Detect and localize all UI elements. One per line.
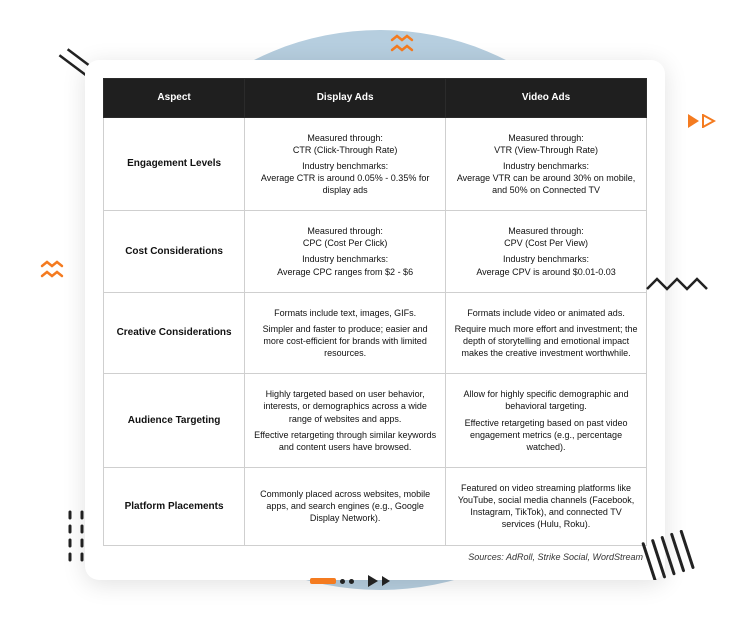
table-row: Cost ConsiderationsMeasured through:CPC … (104, 211, 647, 293)
cell-display: Measured through:CTR (Click-Through Rate… (245, 117, 446, 211)
row-aspect-label: Audience Targeting (104, 374, 245, 468)
zigzag-icon (645, 275, 725, 295)
cell-paragraph: Measured through:CTR (Click-Through Rate… (253, 132, 437, 156)
table-row: Audience TargetingHighly targeted based … (104, 374, 647, 468)
cell-display: Measured through:CPC (Cost Per Click) Ind… (245, 211, 446, 293)
table-row: Creative ConsiderationsFormats include t… (104, 292, 647, 374)
cell-video: Measured through:CPV (Cost Per View) Indu… (446, 211, 647, 293)
cell-paragraph: Effective retargeting based on past vide… (454, 417, 638, 453)
cell-paragraph: Simpler and faster to produce; easier an… (253, 323, 437, 359)
cell-video: Featured on video streaming platforms li… (446, 468, 647, 546)
comparison-table: Aspect Display Ads Video Ads Engagement … (103, 78, 647, 546)
table-row: Platform PlacementsCommonly placed acros… (104, 468, 647, 546)
squiggle-icon (390, 34, 430, 58)
cell-paragraph: Formats include video or animated ads. (454, 307, 638, 319)
cell-video: Allow for highly specific demographic an… (446, 374, 647, 468)
cell-display: Highly targeted based on user behavior, … (245, 374, 446, 468)
cell-paragraph: Industry benchmarks:Average CPV is aroun… (454, 253, 638, 277)
row-aspect-label: Cost Considerations (104, 211, 245, 293)
row-aspect-label: Creative Considerations (104, 292, 245, 374)
cell-paragraph: Formats include text, images, GIFs. (253, 307, 437, 319)
cell-paragraph: Industry benchmarks:Average CPC ranges f… (253, 253, 437, 277)
cell-paragraph: Measured through:CPV (Cost Per View) (454, 225, 638, 249)
cell-paragraph: Effective retargeting through similar ke… (253, 429, 437, 453)
cell-video: Formats include video or animated ads. Re… (446, 292, 647, 374)
cell-display: Commonly placed across websites, mobile … (245, 468, 446, 546)
slider-decoration (310, 575, 390, 587)
row-aspect-label: Engagement Levels (104, 117, 245, 211)
table-row: Engagement Levels Measured through:CTR (C… (104, 117, 647, 211)
cell-paragraph: Highly targeted based on user behavior, … (253, 388, 437, 424)
table-header: Aspect Display Ads Video Ads (104, 79, 647, 118)
col-aspect: Aspect (104, 79, 245, 118)
cell-display: Formats include text, images, GIFs. Simpl… (245, 292, 446, 374)
sources-attribution: Sources: AdRoll, Strike Social, WordStre… (103, 552, 647, 562)
cell-video: Measured through:VTR (View-Through Rate)… (446, 117, 647, 211)
row-aspect-label: Platform Placements (104, 468, 245, 546)
table-body: Engagement Levels Measured through:CTR (C… (104, 117, 647, 545)
cell-paragraph: Allow for highly specific demographic an… (454, 388, 638, 412)
dashes-icon (640, 530, 700, 580)
col-display-ads: Display Ads (245, 79, 446, 118)
cell-paragraph: Measured through:VTR (View-Through Rate) (454, 132, 638, 156)
squiggle-icon (40, 260, 80, 284)
col-video-ads: Video Ads (446, 79, 647, 118)
cell-paragraph: Measured through:CPC (Cost Per Click) (253, 225, 437, 249)
cell-paragraph: Industry benchmarks:Average VTR can be a… (454, 160, 638, 196)
cell-paragraph: Require much more effort and investment;… (454, 323, 638, 359)
triangle-pair-icon (688, 114, 716, 128)
comparison-card: Aspect Display Ads Video Ads Engagement … (85, 60, 665, 580)
cell-paragraph: Featured on video streaming platforms li… (454, 482, 638, 531)
cell-paragraph: Commonly placed across websites, mobile … (253, 488, 437, 524)
cell-paragraph: Industry benchmarks:Average CTR is aroun… (253, 160, 437, 196)
